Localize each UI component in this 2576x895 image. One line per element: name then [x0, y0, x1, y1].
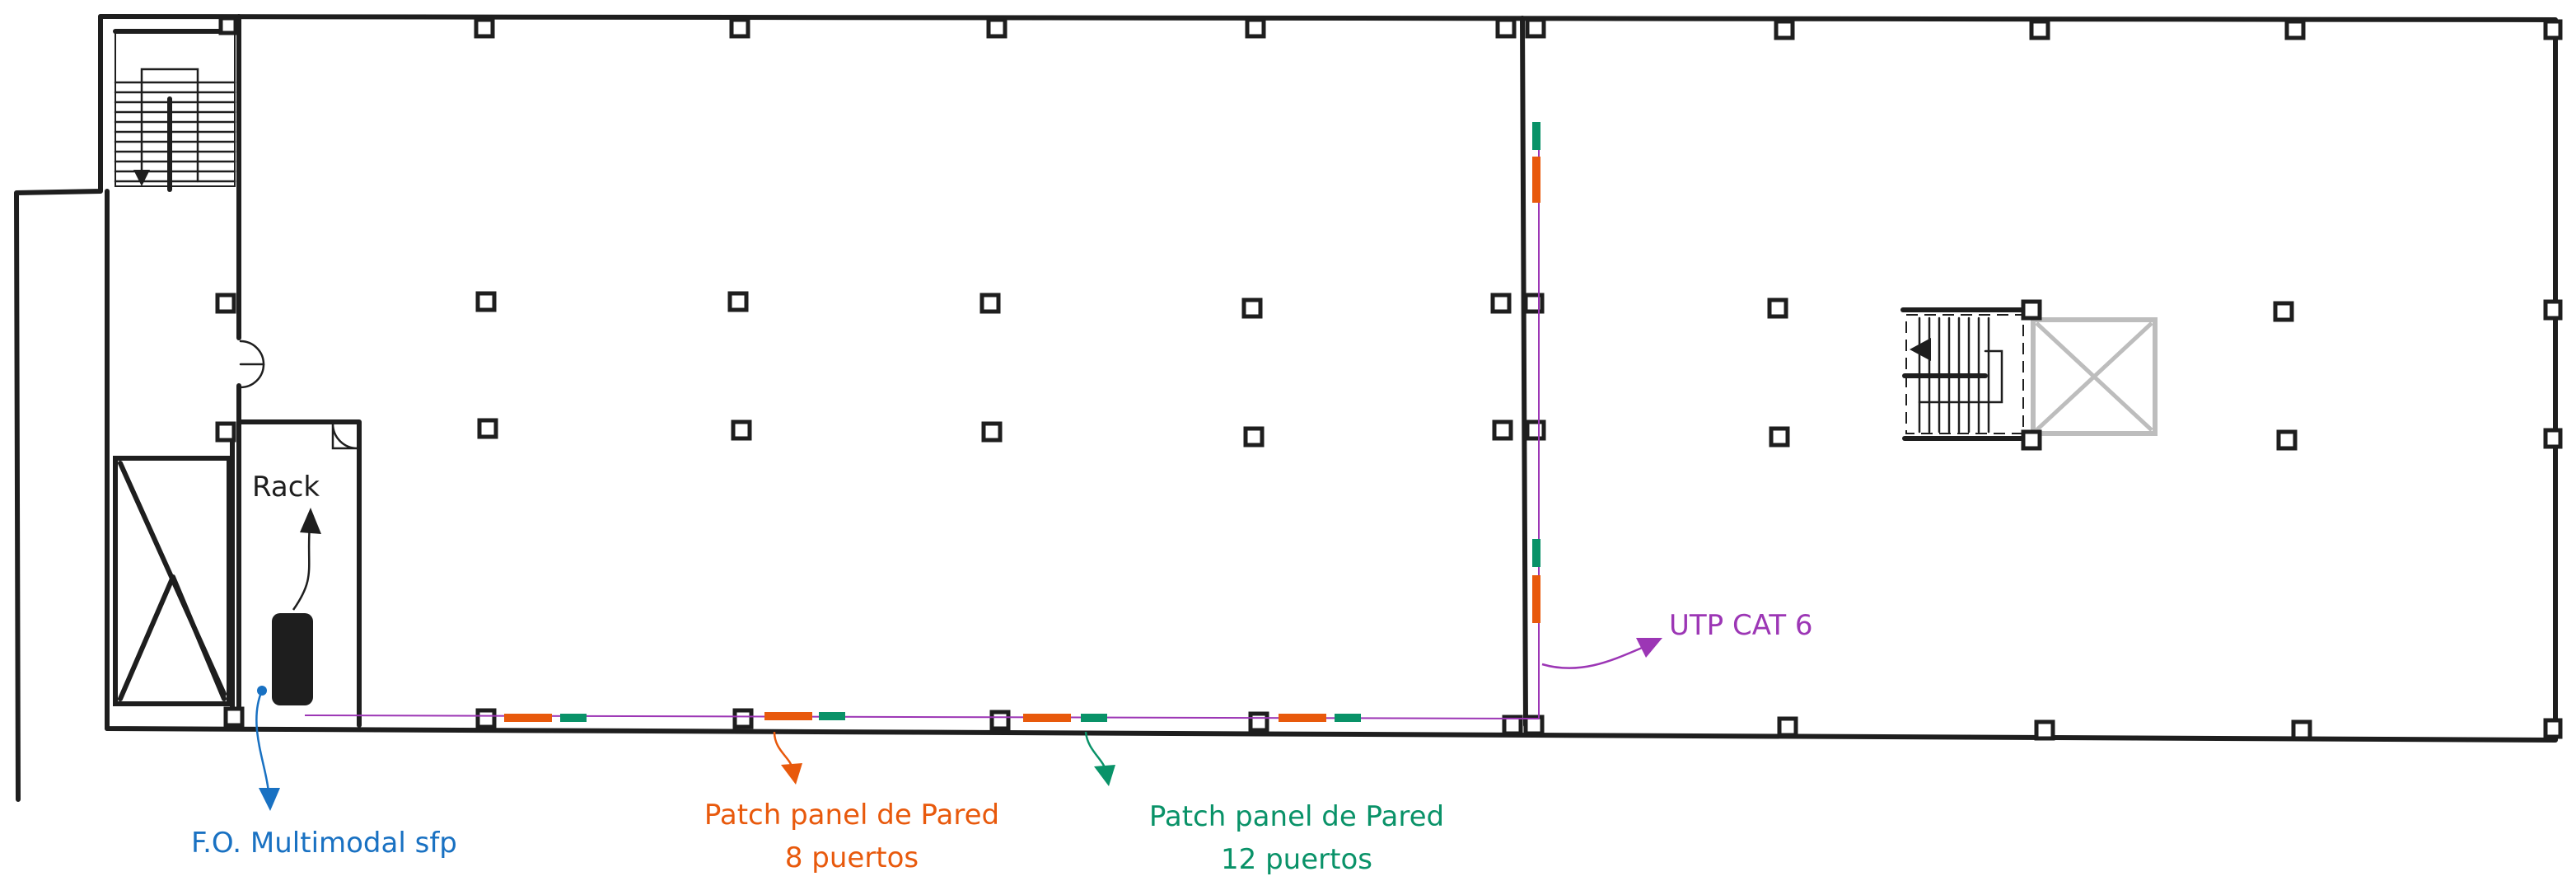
column: [1767, 298, 1788, 319]
column: [1241, 298, 1263, 319]
utp-arrow: [1541, 644, 1647, 669]
patch-panel-8: [1532, 575, 1540, 623]
column: [2543, 718, 2563, 739]
rack-room: [236, 419, 362, 728]
column: [2021, 299, 2042, 321]
column: [1774, 19, 1795, 40]
column: [1502, 715, 1523, 736]
rack-label: Rack: [252, 471, 320, 504]
column: [727, 291, 749, 312]
patch-panel-8: [1023, 714, 1071, 722]
column: [2543, 299, 2563, 321]
column: [1777, 716, 1798, 738]
column: [2021, 429, 2042, 451]
fiber-label: F.O. Multimodal sfp: [191, 827, 457, 860]
patch-panel-12: [819, 712, 845, 720]
building-walls: [14, 14, 2558, 802]
column: [475, 291, 497, 312]
column: [215, 293, 236, 314]
elevator-left: [105, 424, 235, 731]
column: [475, 708, 497, 729]
patch-panel-8: [1532, 157, 1540, 203]
column: [2543, 428, 2563, 449]
column: [1492, 419, 1513, 441]
column: [1243, 426, 1265, 448]
patch-panel-12: [1335, 714, 1361, 722]
patch-panels-bottom: [504, 712, 1361, 722]
column: [2034, 719, 2055, 741]
patch-panel-12: [1081, 714, 1107, 722]
patch-panel-8: [504, 714, 552, 722]
column: [1525, 17, 1546, 39]
column: [1245, 17, 1266, 39]
patch-panel-12: [560, 714, 587, 722]
patch8-label-line1: Patch panel de Pared: [704, 799, 999, 832]
column: [1248, 711, 1269, 733]
column: [732, 708, 754, 729]
column: [223, 706, 245, 728]
column: [218, 16, 238, 35]
rack: [272, 613, 313, 705]
patch8-label-line2: 8 puertos: [785, 841, 919, 874]
column: [979, 293, 1001, 314]
patch12-label-line2: 12 puertos: [1221, 843, 1372, 876]
patch-panel-12: [1532, 122, 1540, 150]
column: [215, 421, 236, 443]
column: [2284, 19, 2306, 40]
column: [1525, 419, 1546, 441]
column: [989, 710, 1011, 731]
annotation-arrows: [255, 508, 1662, 811]
patch12-arrow: [1084, 731, 1107, 771]
patch-panel-12: [1532, 539, 1540, 567]
patch8-arrow: [773, 731, 794, 769]
patch12-label-line1: Patch panel de Pared: [1149, 800, 1444, 833]
column: [729, 17, 750, 39]
column: [1769, 426, 1790, 448]
utp-label: UTP CAT 6: [1669, 609, 1813, 642]
fiber-arrow: [255, 690, 270, 794]
stair-right: [1900, 307, 2029, 441]
column: [2291, 719, 2312, 741]
double-door: [239, 340, 265, 389]
rack-arrow: [292, 523, 311, 611]
column: [2029, 19, 2050, 40]
column: [731, 419, 752, 441]
patch-panel-8: [1279, 714, 1326, 722]
patch-panel-8: [764, 712, 812, 720]
column: [2543, 19, 2563, 40]
elevator-right: [2031, 317, 2158, 436]
column: [981, 421, 1003, 443]
column: [1523, 715, 1545, 736]
column: [2276, 429, 2298, 451]
column: [474, 17, 495, 39]
column: [986, 17, 1007, 39]
column: [1490, 293, 1512, 314]
column: [1495, 17, 1517, 39]
column: [477, 418, 498, 439]
column: [2273, 301, 2294, 322]
patch-panels-vertical: [1532, 122, 1540, 623]
columns: [215, 16, 2563, 741]
stair-top-left: [114, 32, 236, 192]
